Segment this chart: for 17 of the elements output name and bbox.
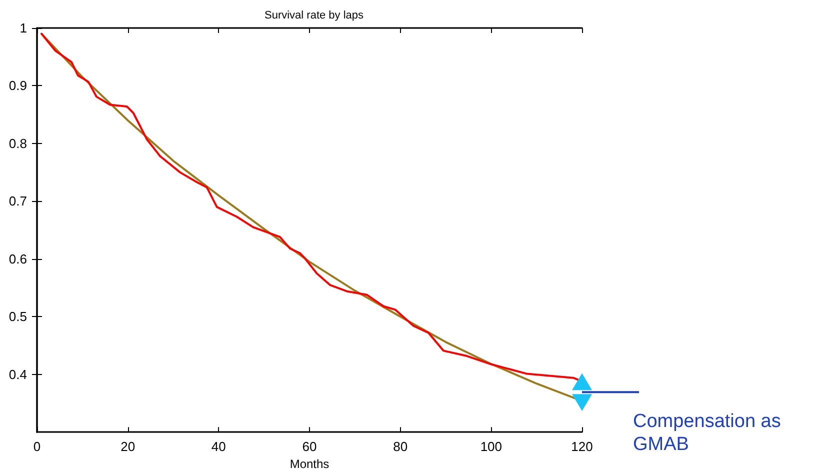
chart-title: Survival rate by laps xyxy=(264,10,364,22)
y-tick-label: 0.8 xyxy=(8,136,27,151)
y-tick-label: 0.7 xyxy=(8,194,27,209)
y-tick-label: 0.4 xyxy=(8,366,27,382)
x-tick-label: 80 xyxy=(393,439,408,454)
x-tick-label: 60 xyxy=(302,439,317,454)
x-tick-label: 0 xyxy=(33,439,41,454)
x-axis-title: Months xyxy=(290,457,330,471)
x-tick-label: 120 xyxy=(571,439,593,454)
x-tick-label: 100 xyxy=(480,439,502,454)
x-tick-label: 20 xyxy=(120,439,136,454)
y-tick-label: 0.9 xyxy=(8,78,27,94)
y-tick-label: 0.5 xyxy=(8,309,27,324)
x-tick-label: 40 xyxy=(211,439,226,454)
text: Compensation as GMAB xyxy=(633,411,786,455)
y-tick-label: 1 xyxy=(20,20,27,36)
y-tick-label: 0.6 xyxy=(8,251,27,266)
